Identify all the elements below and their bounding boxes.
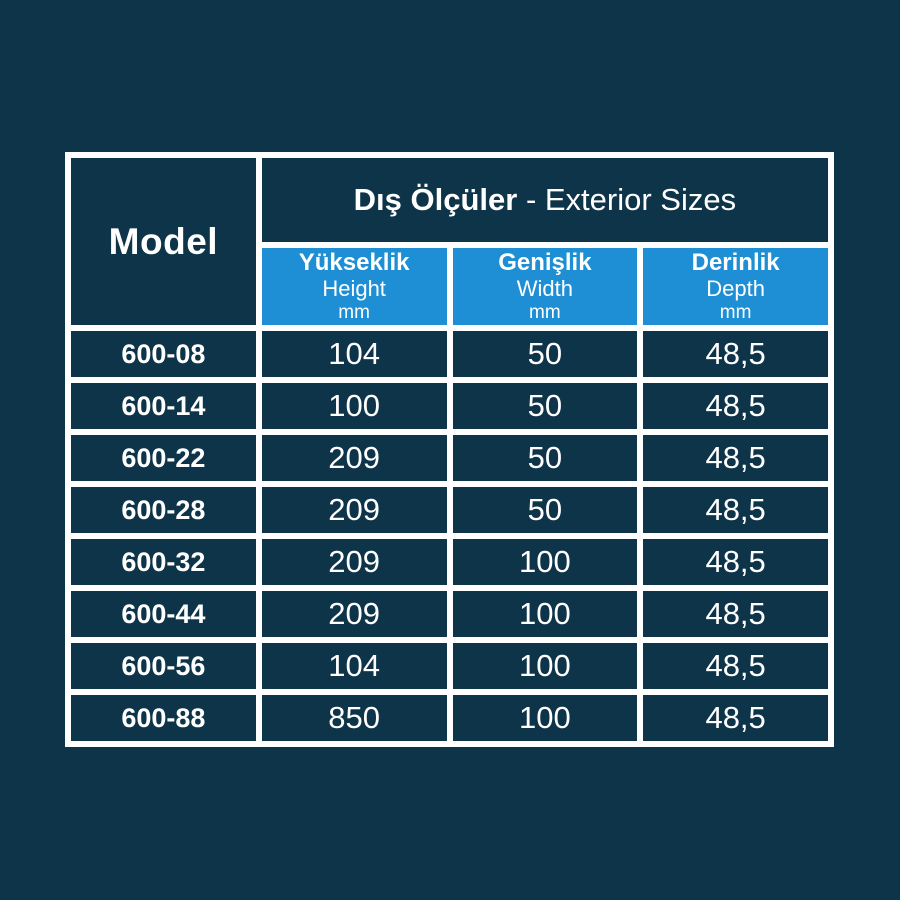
width-cell: 50 — [452, 383, 638, 429]
column-title-english: Depth — [706, 275, 765, 301]
height-cell: 209 — [261, 435, 447, 481]
depth-cell: 48,5 — [643, 591, 828, 637]
height-cell: 850 — [261, 695, 447, 741]
depth-cell: 48,5 — [643, 487, 828, 533]
column-title-turkish: Genişlik — [498, 249, 592, 277]
table-row: 600-14 100 50 48,5 — [71, 383, 828, 429]
width-cell: 100 — [452, 591, 638, 637]
model-cell: 600-08 — [71, 331, 256, 377]
depth-cell: 48,5 — [643, 435, 828, 481]
column-title-turkish: Yükseklik — [298, 249, 410, 277]
model-cell: 600-56 — [71, 643, 256, 689]
model-cell: 600-14 — [71, 383, 256, 429]
group-header-english: - Exterior Sizes — [517, 182, 737, 217]
width-cell: 50 — [452, 435, 638, 481]
header-row-group: Model Dış Ölçüler - Exterior Sizes — [71, 158, 828, 325]
group-header: Dış Ölçüler - Exterior Sizes — [261, 158, 828, 242]
depth-cell: 48,5 — [643, 383, 828, 429]
depth-cell: 48,5 — [643, 331, 828, 377]
width-cell: 100 — [452, 695, 638, 741]
table-row: 600-32 209 100 48,5 — [71, 539, 828, 585]
width-cell: 100 — [452, 539, 638, 585]
table-row: 600-08 104 50 48,5 — [71, 331, 828, 377]
height-cell: 100 — [261, 383, 447, 429]
exterior-sizes-table: Model Dış Ölçüler - Exterior Sizes Yükse… — [65, 152, 834, 747]
height-cell: 104 — [261, 643, 447, 689]
model-cell: 600-88 — [71, 695, 256, 741]
depth-cell: 48,5 — [643, 539, 828, 585]
table-row: 600-28 209 50 48,5 — [71, 487, 828, 533]
model-cell: 600-22 — [71, 435, 256, 481]
column-header-depth: Derinlik Depth mm — [643, 248, 828, 325]
column-unit: mm — [529, 301, 561, 323]
column-header-height: Yükseklik Height mm — [261, 248, 447, 325]
width-cell: 50 — [452, 331, 638, 377]
table-row: 600-22 209 50 48,5 — [71, 435, 828, 481]
depth-cell: 48,5 — [643, 643, 828, 689]
header-row-columns: Yükseklik Height mm Genişlik Width mm De… — [71, 248, 828, 325]
height-cell: 209 — [261, 591, 447, 637]
column-header-width: Genişlik Width mm — [452, 248, 638, 325]
column-title-turkish: Derinlik — [691, 249, 780, 277]
column-unit: mm — [719, 301, 752, 323]
column-title-english: Height — [322, 275, 386, 301]
width-cell: 50 — [452, 487, 638, 533]
column-unit: mm — [338, 301, 370, 323]
model-column-header: Model — [71, 158, 256, 325]
depth-cell: 48,5 — [643, 695, 828, 741]
table-row: 600-56 104 100 48,5 — [71, 643, 828, 689]
table-row: 600-44 209 100 48,5 — [71, 591, 828, 637]
height-cell: 104 — [261, 331, 447, 377]
model-cell: 600-44 — [71, 591, 256, 637]
group-header-turkish: Dış Ölçüler — [353, 182, 518, 217]
height-cell: 209 — [261, 487, 447, 533]
column-title-english: Width — [516, 275, 573, 301]
table-row: 600-88 850 100 48,5 — [71, 695, 828, 741]
model-cell: 600-28 — [71, 487, 256, 533]
width-cell: 100 — [452, 643, 638, 689]
height-cell: 209 — [261, 539, 447, 585]
model-cell: 600-32 — [71, 539, 256, 585]
